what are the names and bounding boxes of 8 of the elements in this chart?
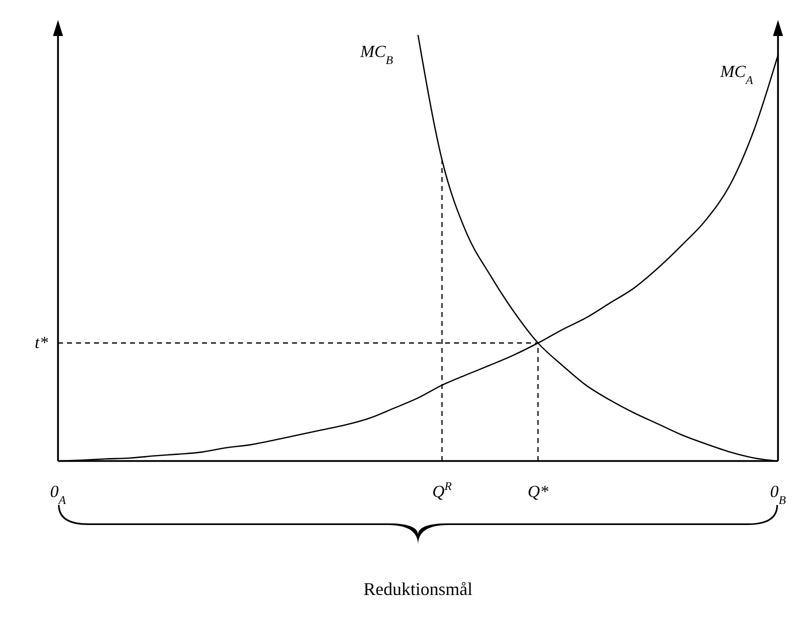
x-tick-label: 0$_{A}$ [50,482,67,507]
x-tick-label: 0$_{B}$ [770,482,786,507]
x-tick-label: Q* [528,482,549,501]
ref-line-label: t* [34,333,48,352]
x-tick-label: Q$^{R}$ [432,479,453,501]
series-label: MC$_{A}$ [719,62,754,88]
x-axis-title: Reduktionsmål [364,579,472,599]
series-label: MC$_{B}$ [359,42,393,67]
